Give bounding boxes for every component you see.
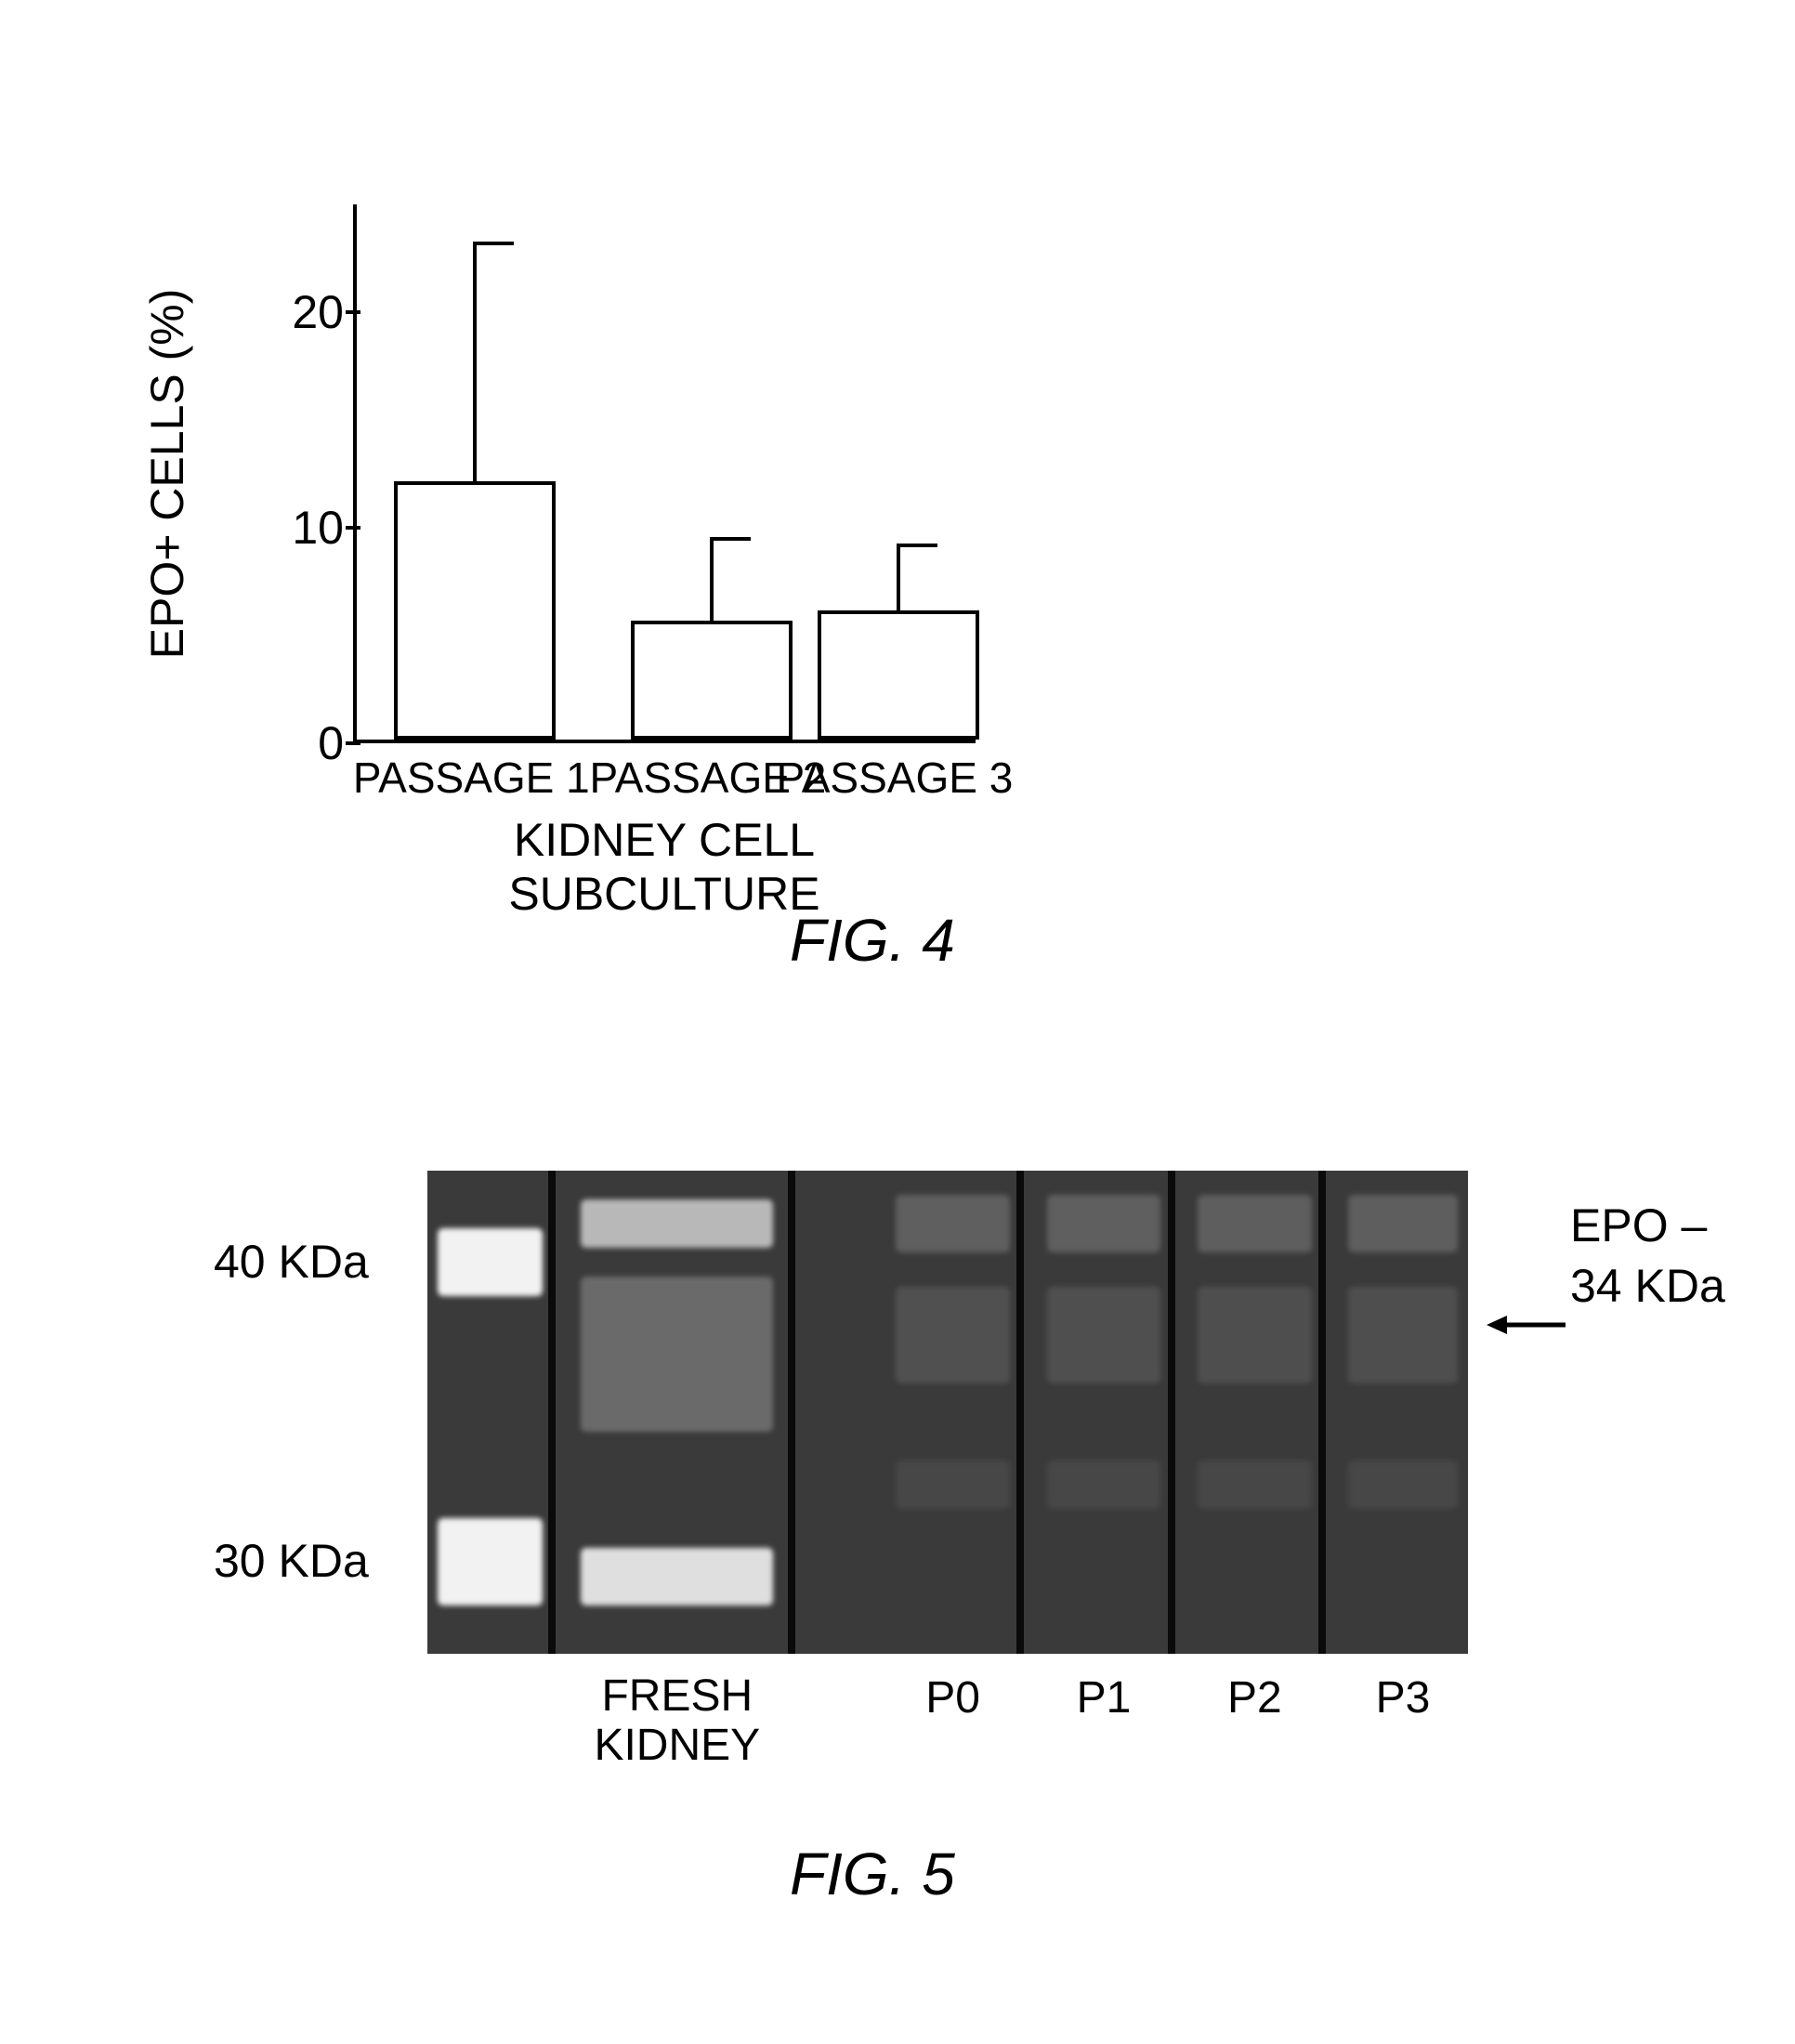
gel-band <box>1047 1287 1160 1383</box>
fig4-ytick: 20 <box>279 285 344 339</box>
gel-lane <box>563 1171 792 1654</box>
gel-band <box>1348 1461 1458 1509</box>
fig4-ytick: 0 <box>279 716 344 770</box>
gel-band <box>438 1228 543 1296</box>
fig4-y-axis-label: EPO+ CELLS (%) <box>140 289 194 660</box>
fig4-bar-chart: EPO+ CELLS (%) KIDNEY CELL SUBCULTURE 01… <box>139 204 976 873</box>
epo-arrow-icon <box>1487 1316 1570 1371</box>
fig4-bar <box>818 610 979 740</box>
gel-lane <box>1338 1171 1468 1654</box>
gel-lane <box>1187 1171 1323 1654</box>
gel-lane-label: P3 <box>1376 1672 1431 1723</box>
gel-lane <box>885 1171 1021 1654</box>
gel-band <box>581 1548 773 1605</box>
fig5-gel: EPO – 34 KDa 40 KDa30 KDaFRESHKIDNEYP0P1… <box>139 1171 1719 1867</box>
gel-band <box>1348 1287 1458 1383</box>
gel-lane-label: P2 <box>1227 1672 1282 1723</box>
gel-lane-label: P1 <box>1077 1672 1132 1723</box>
gel-lane-label: P0 <box>925 1672 980 1723</box>
fig4-ytick: 10 <box>279 501 344 555</box>
gel-band <box>1348 1195 1458 1252</box>
gel-band <box>896 1195 1009 1252</box>
fig4-x-axis-label: KIDNEY CELL SUBCULTURE <box>353 813 976 921</box>
fig4-xtick: PASSAGE 1 <box>353 753 590 803</box>
fig4-bar <box>631 621 793 740</box>
gel-lane <box>427 1171 552 1654</box>
gel-band <box>1198 1195 1311 1252</box>
gel-image <box>427 1171 1468 1654</box>
fig4-bar <box>394 481 556 740</box>
epo-pointer-label-1: EPO – <box>1570 1199 1707 1252</box>
gel-band <box>1198 1287 1311 1383</box>
gel-band <box>896 1461 1009 1509</box>
gel-band <box>438 1518 543 1605</box>
mw-marker-label: 30 KDa <box>214 1534 369 1588</box>
gel-band <box>581 1199 773 1248</box>
fig5-caption: FIG. 5 <box>790 1840 955 1908</box>
gel-band <box>581 1277 773 1431</box>
mw-marker-label: 40 KDa <box>214 1235 369 1289</box>
gel-band <box>896 1287 1009 1383</box>
gel-lane <box>1036 1171 1172 1654</box>
gel-band <box>1047 1195 1160 1252</box>
fig4-caption: FIG. 4 <box>790 906 955 975</box>
fig4-xtick: PASSAGE 3 <box>776 753 1013 803</box>
gel-lane-label: FRESHKIDNEY <box>594 1672 760 1771</box>
fig4-plot-area <box>353 204 976 743</box>
gel-band <box>1198 1461 1311 1509</box>
epo-pointer-label-2: 34 KDa <box>1570 1259 1725 1313</box>
gel-band <box>1047 1461 1160 1509</box>
